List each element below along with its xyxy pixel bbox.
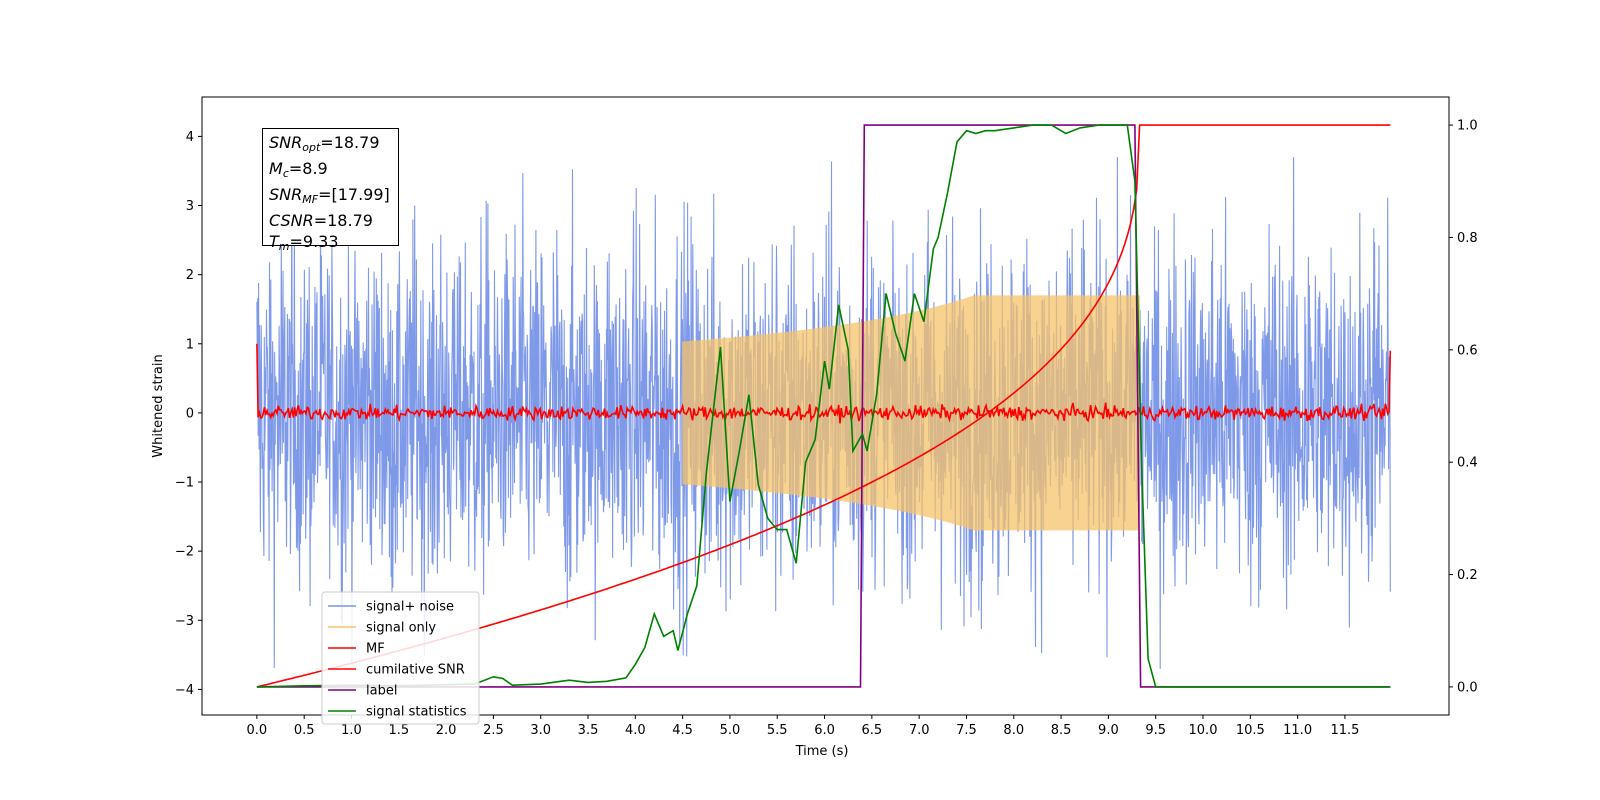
y2-tick-label: 0.4 <box>1457 456 1478 471</box>
y-tick-label: −3 <box>175 614 194 629</box>
legend-label: signal only <box>366 621 436 636</box>
x-tick-label: 7.5 <box>956 723 977 738</box>
legend-box <box>321 591 480 725</box>
annotation-snr-opt: SNRopt=18.79 <box>269 133 380 154</box>
y2-tick-label: 0.6 <box>1457 343 1478 358</box>
x-tick-label: 4.5 <box>672 723 693 738</box>
x-tick-label: 3.0 <box>530 723 551 738</box>
x-tick-label: 8.0 <box>1003 723 1024 738</box>
x-tick-label: 4.0 <box>625 723 646 738</box>
x-tick-label: 0.0 <box>247 723 268 738</box>
y-tick-label: 1 <box>186 337 194 352</box>
y-axis-left: −4 −3 −2 −1 0 1 2 3 4 <box>175 130 202 698</box>
x-tick-label: 0.5 <box>294 723 315 738</box>
y-axis-right: 0.0 0.2 0.4 0.6 0.8 1.0 <box>1449 119 1478 695</box>
x-tick-label: 9.0 <box>1098 723 1119 738</box>
legend-label: cumilative SNR <box>366 663 465 678</box>
y2-tick-label: 0.2 <box>1457 568 1478 583</box>
x-tick-label: 2.0 <box>436 723 457 738</box>
snr-annotation-box: SNRopt=18.79 Mc=8.9 SNRMF=[17.99] CSNR=1… <box>262 128 399 253</box>
x-tick-label: 5.0 <box>720 723 741 738</box>
y-tick-label: 0 <box>186 406 194 421</box>
x-tick-label: 7.0 <box>909 723 930 738</box>
x-tick-label: 11.5 <box>1330 723 1359 738</box>
x-tick-label: 6.5 <box>862 723 883 738</box>
y-tick-label: −1 <box>175 476 194 491</box>
y2-tick-label: 0.0 <box>1457 680 1478 695</box>
y2-tick-label: 0.8 <box>1457 231 1478 246</box>
x-tick-label: 1.5 <box>388 723 409 738</box>
x-tick-label: 2.5 <box>483 723 504 738</box>
x-tick-label: 11.0 <box>1283 723 1312 738</box>
x-tick-label: 5.5 <box>767 723 788 738</box>
series-signal-statistics <box>256 124 1391 688</box>
legend-label: signal statistics <box>366 705 467 720</box>
x-tick-label: 1.0 <box>341 723 362 738</box>
y-tick-label: 3 <box>186 199 194 214</box>
legend: signal+ noise signal only MF cumilative SNR… <box>321 591 480 725</box>
annotation-csnr: CSNR=18.79 <box>269 211 373 230</box>
x-tick-label: 10.5 <box>1236 723 1265 738</box>
annotation-merger-time: Tm=9.33 <box>269 232 339 253</box>
series-mf <box>256 343 1392 424</box>
plot-frame <box>201 96 1450 716</box>
y-tick-label: 4 <box>186 130 194 145</box>
x-tick-label: 10.0 <box>1189 723 1218 738</box>
legend-label: label <box>366 684 397 699</box>
legend-label: signal+ noise <box>366 600 454 615</box>
annotation-chirp-mass: Mc=8.9 <box>269 159 328 180</box>
x-tick-label: 6.0 <box>814 723 835 738</box>
y-axis-label: Whitened strain <box>151 354 166 457</box>
y2-tick-label: 1.0 <box>1457 119 1478 134</box>
y-tick-label: 2 <box>186 268 194 283</box>
legend-label: MF <box>366 642 385 657</box>
y-tick-label: −4 <box>175 683 194 698</box>
x-axis-label: Time (s) <box>795 744 849 759</box>
annotation-snr-mf: SNRMF=[17.99] <box>269 185 390 206</box>
y-tick-label: −2 <box>175 545 194 560</box>
x-tick-label: 9.5 <box>1145 723 1166 738</box>
x-axis: 0.0 0.5 1.0 1.5 2.0 2.5 3.0 3.5 4.0 4.5 5.0 5.5 6.0 6… <box>247 715 1359 738</box>
x-tick-label: 8.5 <box>1051 723 1072 738</box>
x-tick-label: 3.5 <box>578 723 599 738</box>
